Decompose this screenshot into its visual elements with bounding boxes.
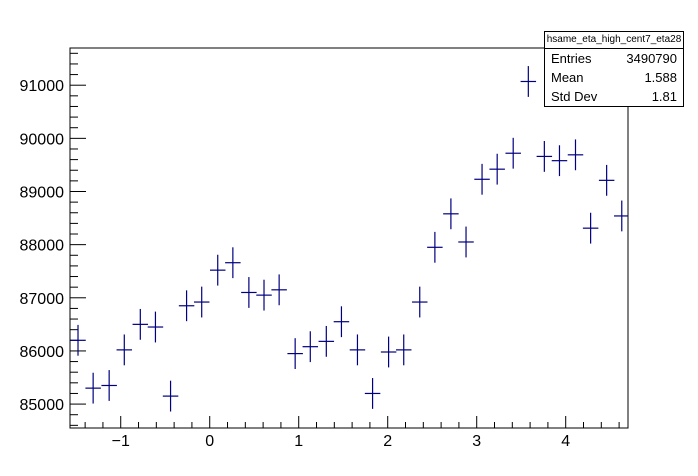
y-tick-label: 87000 <box>20 291 65 308</box>
data-point <box>225 247 241 279</box>
data-point <box>505 137 521 169</box>
data-point <box>287 338 303 370</box>
data-point <box>101 370 117 401</box>
data-point <box>427 231 443 263</box>
data-point <box>241 277 257 308</box>
data-point <box>395 334 412 366</box>
data-point <box>520 66 537 97</box>
data-point <box>598 164 615 196</box>
x-tick-label: 4 <box>561 433 570 450</box>
stats-value-mean: 1.588 <box>644 70 677 85</box>
data-point <box>193 286 210 318</box>
x-tick-label: 2 <box>383 433 392 450</box>
data-point <box>349 334 366 366</box>
stats-value-entries: 3490790 <box>626 51 677 66</box>
plot-frame <box>69 47 629 429</box>
stats-value-stddev: 1.81 <box>651 89 677 104</box>
data-point <box>116 334 133 366</box>
data-point <box>412 286 428 318</box>
x-tick-label: 3 <box>472 433 481 450</box>
y-tick-label: 85000 <box>20 397 65 414</box>
x-tick-label: 0 <box>205 433 214 450</box>
data-point <box>551 145 568 177</box>
stats-label-entries: Entries <box>551 51 592 66</box>
y-tick-label: 88000 <box>20 238 65 255</box>
stats-box: hsame_eta_high_cent7_eta28 Entries 34907… <box>544 31 684 107</box>
stats-label-mean: Mean <box>551 70 584 85</box>
data-point <box>70 324 86 356</box>
x-tick-label: −1 <box>112 433 130 450</box>
data-point <box>364 378 381 409</box>
data-point <box>271 274 287 306</box>
data-point <box>443 198 459 230</box>
y-tick-label: 89000 <box>20 184 65 201</box>
data-point <box>302 331 319 363</box>
data-point <box>474 163 490 195</box>
data-point <box>85 372 101 404</box>
y-tick-label: 91000 <box>20 78 65 95</box>
stats-row-mean: Mean 1.588 <box>545 68 683 87</box>
stats-label-stddev: Std Dev <box>551 89 598 104</box>
data-point <box>458 226 474 258</box>
data-point <box>333 306 350 338</box>
stats-box-title: hsame_eta_high_cent7_eta28 <box>545 32 683 49</box>
stats-row-stddev: Std Dev 1.81 <box>545 87 683 106</box>
data-point <box>614 200 628 232</box>
data-point <box>489 153 505 185</box>
data-point <box>256 279 272 311</box>
data-point <box>147 311 164 343</box>
data-point <box>132 308 149 340</box>
data-point <box>582 212 599 244</box>
data-point <box>209 254 226 286</box>
y-tick-label: 86000 <box>20 344 65 361</box>
data-point <box>178 290 195 322</box>
data-point <box>567 139 584 171</box>
data-point <box>536 141 553 172</box>
data-point <box>318 325 335 357</box>
data-point <box>162 380 179 412</box>
x-tick-label: 1 <box>294 433 303 450</box>
stats-row-entries: Entries 3490790 <box>545 49 683 68</box>
y-tick-label: 90000 <box>20 131 65 148</box>
data-point <box>380 336 397 368</box>
